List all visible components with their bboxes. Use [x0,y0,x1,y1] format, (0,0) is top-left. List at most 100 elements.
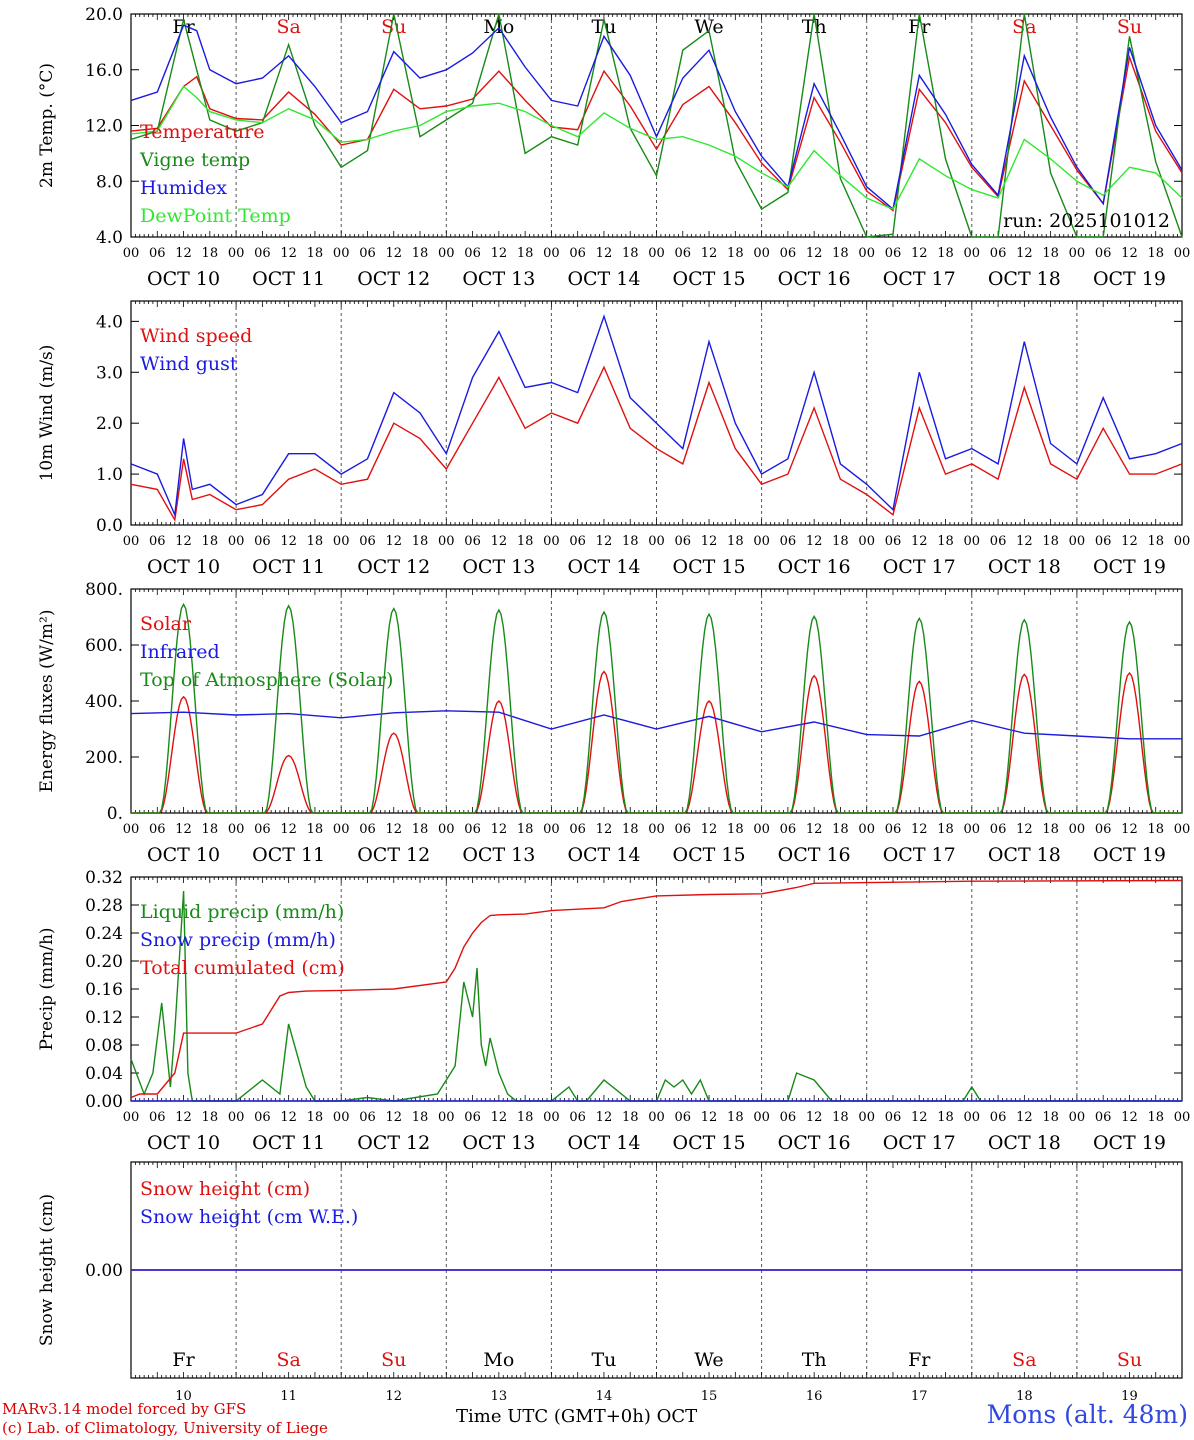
weekday-label: Fr [908,16,931,38]
x-hour-label: 00 [858,822,875,837]
x-hour-label: 18 [622,1110,639,1125]
x-hour-label: 12 [911,822,928,837]
x-hour-label: 00 [1069,1110,1086,1125]
x-hour-label: 18 [727,246,744,261]
panel-3-frame [130,588,1183,814]
credit-lab: (c) Lab. of Climatology, University of L… [2,1419,328,1437]
x-hour-label: 00 [333,534,350,549]
x-date-label: OCT 11 [252,1132,325,1154]
x-date-label: OCT 13 [462,268,535,290]
y-tick-label: 600. [85,636,123,656]
x-hour-label: 00 [333,246,350,261]
y-tick-label: 8.0 [96,172,123,192]
x-date-label: OCT 16 [778,844,851,866]
x-date-label: OCT 17 [883,268,956,290]
y-tick-label: 3.0 [96,363,123,383]
x-hour-label: 18 [307,534,324,549]
y-tick-label: 0.12 [85,1008,123,1028]
x-hour-label: 18 [1147,822,1164,837]
x-date-label: OCT 14 [567,844,640,866]
x-date-label: OCT 18 [988,844,1061,866]
x-hour-label: 06 [990,822,1007,837]
weekday-label: Mo [483,1349,514,1371]
x-date-label: OCT 19 [1093,268,1166,290]
x-day-number: 10 [175,1389,192,1404]
x-hour-label: 06 [569,534,586,549]
x-hour-label: 00 [648,534,665,549]
y-tick-label: 0. [107,804,123,824]
x-hour-label: 12 [596,246,613,261]
x-hour-label: 00 [438,534,455,549]
x-date-label: OCT 12 [357,844,430,866]
y-tick-label: 0.08 [85,1036,123,1056]
y-tick-label: 12.0 [85,117,123,137]
x-hour-label: 06 [149,534,166,549]
series-infrared-line [130,710,1182,740]
x-date-label: OCT 12 [357,556,430,578]
x-date-label: OCT 15 [673,844,746,866]
x-hour-label: 00 [1174,534,1191,549]
x-hour-label: 12 [175,246,192,261]
y-tick-label: 0.0 [96,516,123,536]
x-day-number: 12 [385,1389,402,1404]
legend-entry: Infrared [140,641,220,663]
x-date-label: OCT 18 [988,268,1061,290]
x-hour-label: 12 [1121,822,1138,837]
y-axis-label: 2m Temp. (°C) [37,63,57,188]
legend-entry: Humidex [140,177,227,199]
x-hour-label: 00 [964,534,981,549]
y-tick-label: 200. [85,748,123,768]
x-hour-label: 12 [280,534,297,549]
x-hour-label: 18 [832,1110,849,1125]
weekday-label: Fr [172,1349,195,1371]
x-hour-label: 00 [1069,822,1086,837]
x-hour-label: 12 [596,822,613,837]
y-axis-label: Snow height (cm) [37,1194,57,1346]
station-label: Mons (alt. 48m) [986,1400,1188,1429]
y-tick-label: 0.28 [85,896,123,916]
y-tick-label: 16.0 [85,61,123,81]
credit-model: MARv3.14 model forced by GFS [2,1400,247,1418]
x-hour-label: 18 [202,246,219,261]
x-hour-label: 06 [885,246,902,261]
x-hour-label: 00 [1174,246,1191,261]
x-hour-label: 18 [937,1110,954,1125]
x-hour-label: 18 [832,534,849,549]
legend-entry: Vigne temp [139,149,250,171]
x-hour-label: 18 [832,246,849,261]
x-hour-label: 18 [412,822,429,837]
x-hour-label: 06 [885,534,902,549]
x-hour-label: 18 [1042,534,1059,549]
x-hour-label: 00 [858,246,875,261]
x-hour-label: 06 [1095,1110,1112,1125]
weekday-label: We [694,1349,723,1371]
weekday-label: Th [802,16,827,38]
legend-entry: Snow height (cm) [140,1178,310,1200]
legend-entry: Liquid precip (mm/h) [140,901,344,923]
x-hour-label: 06 [885,822,902,837]
run-label: run: 2025101012 [1003,210,1170,232]
x-hour-label: 06 [675,246,692,261]
x-date-label: OCT 17 [883,1132,956,1154]
x-hour-label: 06 [569,246,586,261]
y-tick-label: 20.0 [85,5,123,25]
x-date-label: OCT 17 [883,844,956,866]
x-hour-label: 18 [727,534,744,549]
x-hour-label: 18 [937,822,954,837]
x-hour-label: 00 [753,246,770,261]
x-hour-label: 18 [307,822,324,837]
x-hour-label: 06 [359,822,376,837]
y-tick-label: 0.00 [85,1261,123,1281]
x-hour-label: 00 [753,822,770,837]
x-hour-label: 18 [517,534,534,549]
x-hour-label: 06 [780,1110,797,1125]
x-hour-label: 00 [858,1110,875,1125]
x-hour-label: 06 [780,246,797,261]
x-hour-label: 00 [1069,246,1086,261]
series-wind-gust-line [130,314,1183,518]
x-hour-label: 06 [990,246,1007,261]
weekday-label: Su [381,1349,406,1371]
x-hour-label: 12 [701,534,718,549]
x-hour-label: 12 [385,1110,402,1125]
y-tick-label: 4.0 [96,312,123,332]
